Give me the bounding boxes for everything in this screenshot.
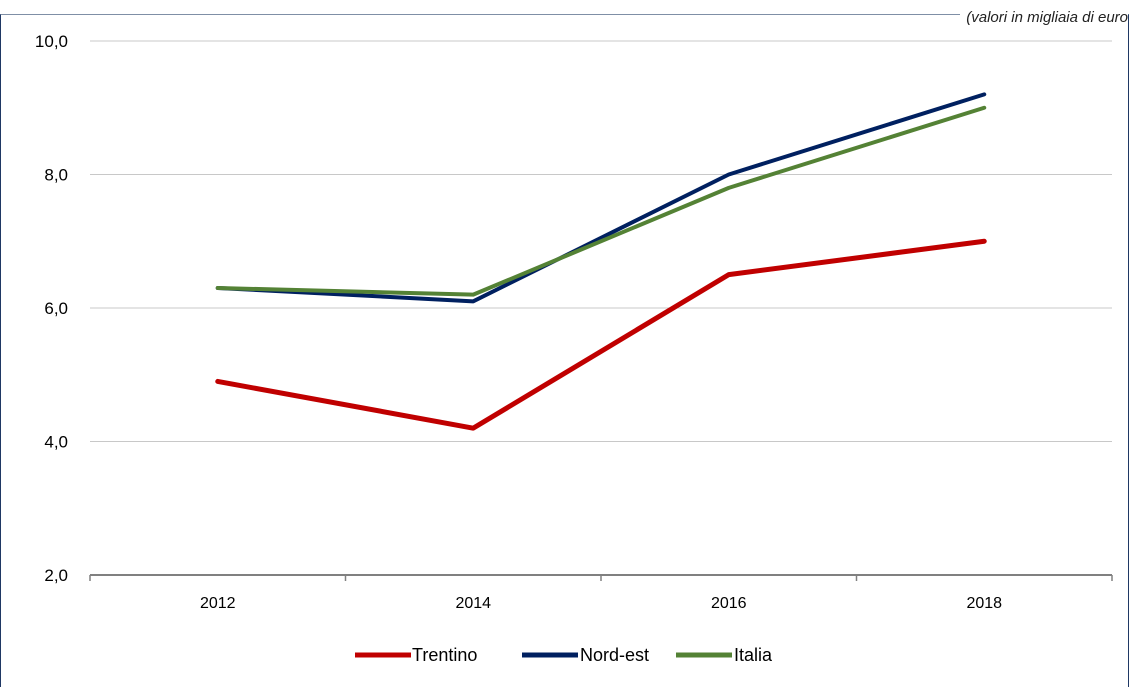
y-axis-ticks: 2,0 4,0 6,0 8,0 10,0 xyxy=(35,32,68,585)
series-lines xyxy=(215,92,987,431)
gridlines xyxy=(90,40,1112,442)
x-tick-label: 2018 xyxy=(966,595,1002,612)
x-axis: 2012 2014 2016 2018 xyxy=(89,574,1113,612)
y-tick-label: 10,0 xyxy=(35,32,68,51)
y-tick-label: 4,0 xyxy=(44,433,68,452)
legend-label: Trentino xyxy=(412,645,477,665)
units-note: (valori in migliaia di euro xyxy=(960,8,1128,28)
series-line-trentino xyxy=(215,238,987,431)
chart-frame: (valori in migliaia di euro xyxy=(0,8,1129,687)
y-tick-label: 6,0 xyxy=(44,299,68,318)
series-line-italia xyxy=(215,105,987,297)
y-tick-label: 8,0 xyxy=(44,166,68,185)
x-tick-label: 2012 xyxy=(200,595,236,612)
series-line-nord-est xyxy=(215,92,987,304)
x-tick-label: 2014 xyxy=(455,595,491,612)
legend: Trentino Nord-est Italia xyxy=(355,645,773,665)
legend-label: Nord-est xyxy=(580,645,649,665)
x-tick-label: 2016 xyxy=(711,595,747,612)
y-tick-label: 2,0 xyxy=(44,566,68,585)
legend-label: Italia xyxy=(734,645,773,665)
